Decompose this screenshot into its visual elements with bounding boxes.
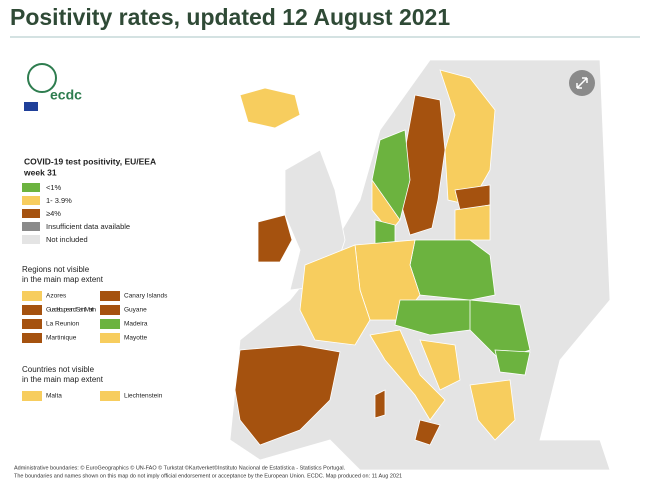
regions-label: Guyane: [124, 307, 147, 314]
regions-label: Madeira: [124, 321, 148, 328]
legend-label: 1- 3.9%: [46, 196, 72, 205]
regions-title: in the main map extent: [22, 275, 104, 284]
logo-globe: [27, 63, 57, 93]
regions-label: Canary Islands: [124, 293, 168, 300]
countries-label: Liechtenstein: [124, 393, 163, 400]
countries-title: in the main map extent: [22, 375, 104, 384]
regions-swatch: [22, 319, 42, 329]
regions-swatch: [100, 333, 120, 343]
regions-label: Azores: [46, 293, 67, 300]
legend-label: Not included: [46, 235, 88, 244]
regions-label: Guadeloupe and Saint Martin: [46, 307, 96, 314]
regions-swatch: [100, 305, 120, 315]
regions-swatch: [22, 333, 42, 343]
legend-title: week 31: [23, 167, 57, 177]
footer: Administrative boundaries: © EuroGeograp…: [14, 464, 402, 479]
logo-flag: [24, 102, 38, 111]
countries-label: Malta: [46, 393, 62, 400]
regions-label: Martinique: [46, 335, 77, 342]
legend-swatch: [22, 209, 40, 218]
countries-title: Countries not visible: [22, 365, 95, 374]
regions-label: La Reunion: [46, 321, 80, 328]
logo-text: ecdc: [50, 87, 82, 103]
regions-label: Mayotte: [124, 335, 148, 342]
countries-swatch: [22, 391, 42, 401]
legend-swatch: [22, 235, 40, 244]
regions-swatch: [100, 291, 120, 301]
regions-swatch: [22, 291, 42, 301]
map: [229, 59, 611, 471]
regions-title: Regions not visible: [22, 265, 90, 274]
legend-swatch: [22, 222, 40, 231]
legend-label: <1%: [46, 183, 62, 192]
countries-swatch: [100, 391, 120, 401]
footer-note: The boundaries and names shown on this m…: [14, 473, 402, 479]
legend-swatch: [22, 196, 40, 205]
page-title: Positivity rates, updated 12 August 2021: [10, 4, 451, 30]
footer-note: Administrative boundaries: © EuroGeograp…: [14, 464, 346, 471]
legend-title: COVID-19 test positivity, EU/EEA: [24, 156, 156, 166]
regions-swatch: [22, 305, 42, 315]
legend-swatch: [22, 183, 40, 192]
legend-label: Insufficient data available: [46, 222, 130, 231]
legend-label: ≥4%: [46, 209, 61, 218]
regions-swatch: [100, 319, 120, 329]
expand-icon: [576, 77, 588, 89]
